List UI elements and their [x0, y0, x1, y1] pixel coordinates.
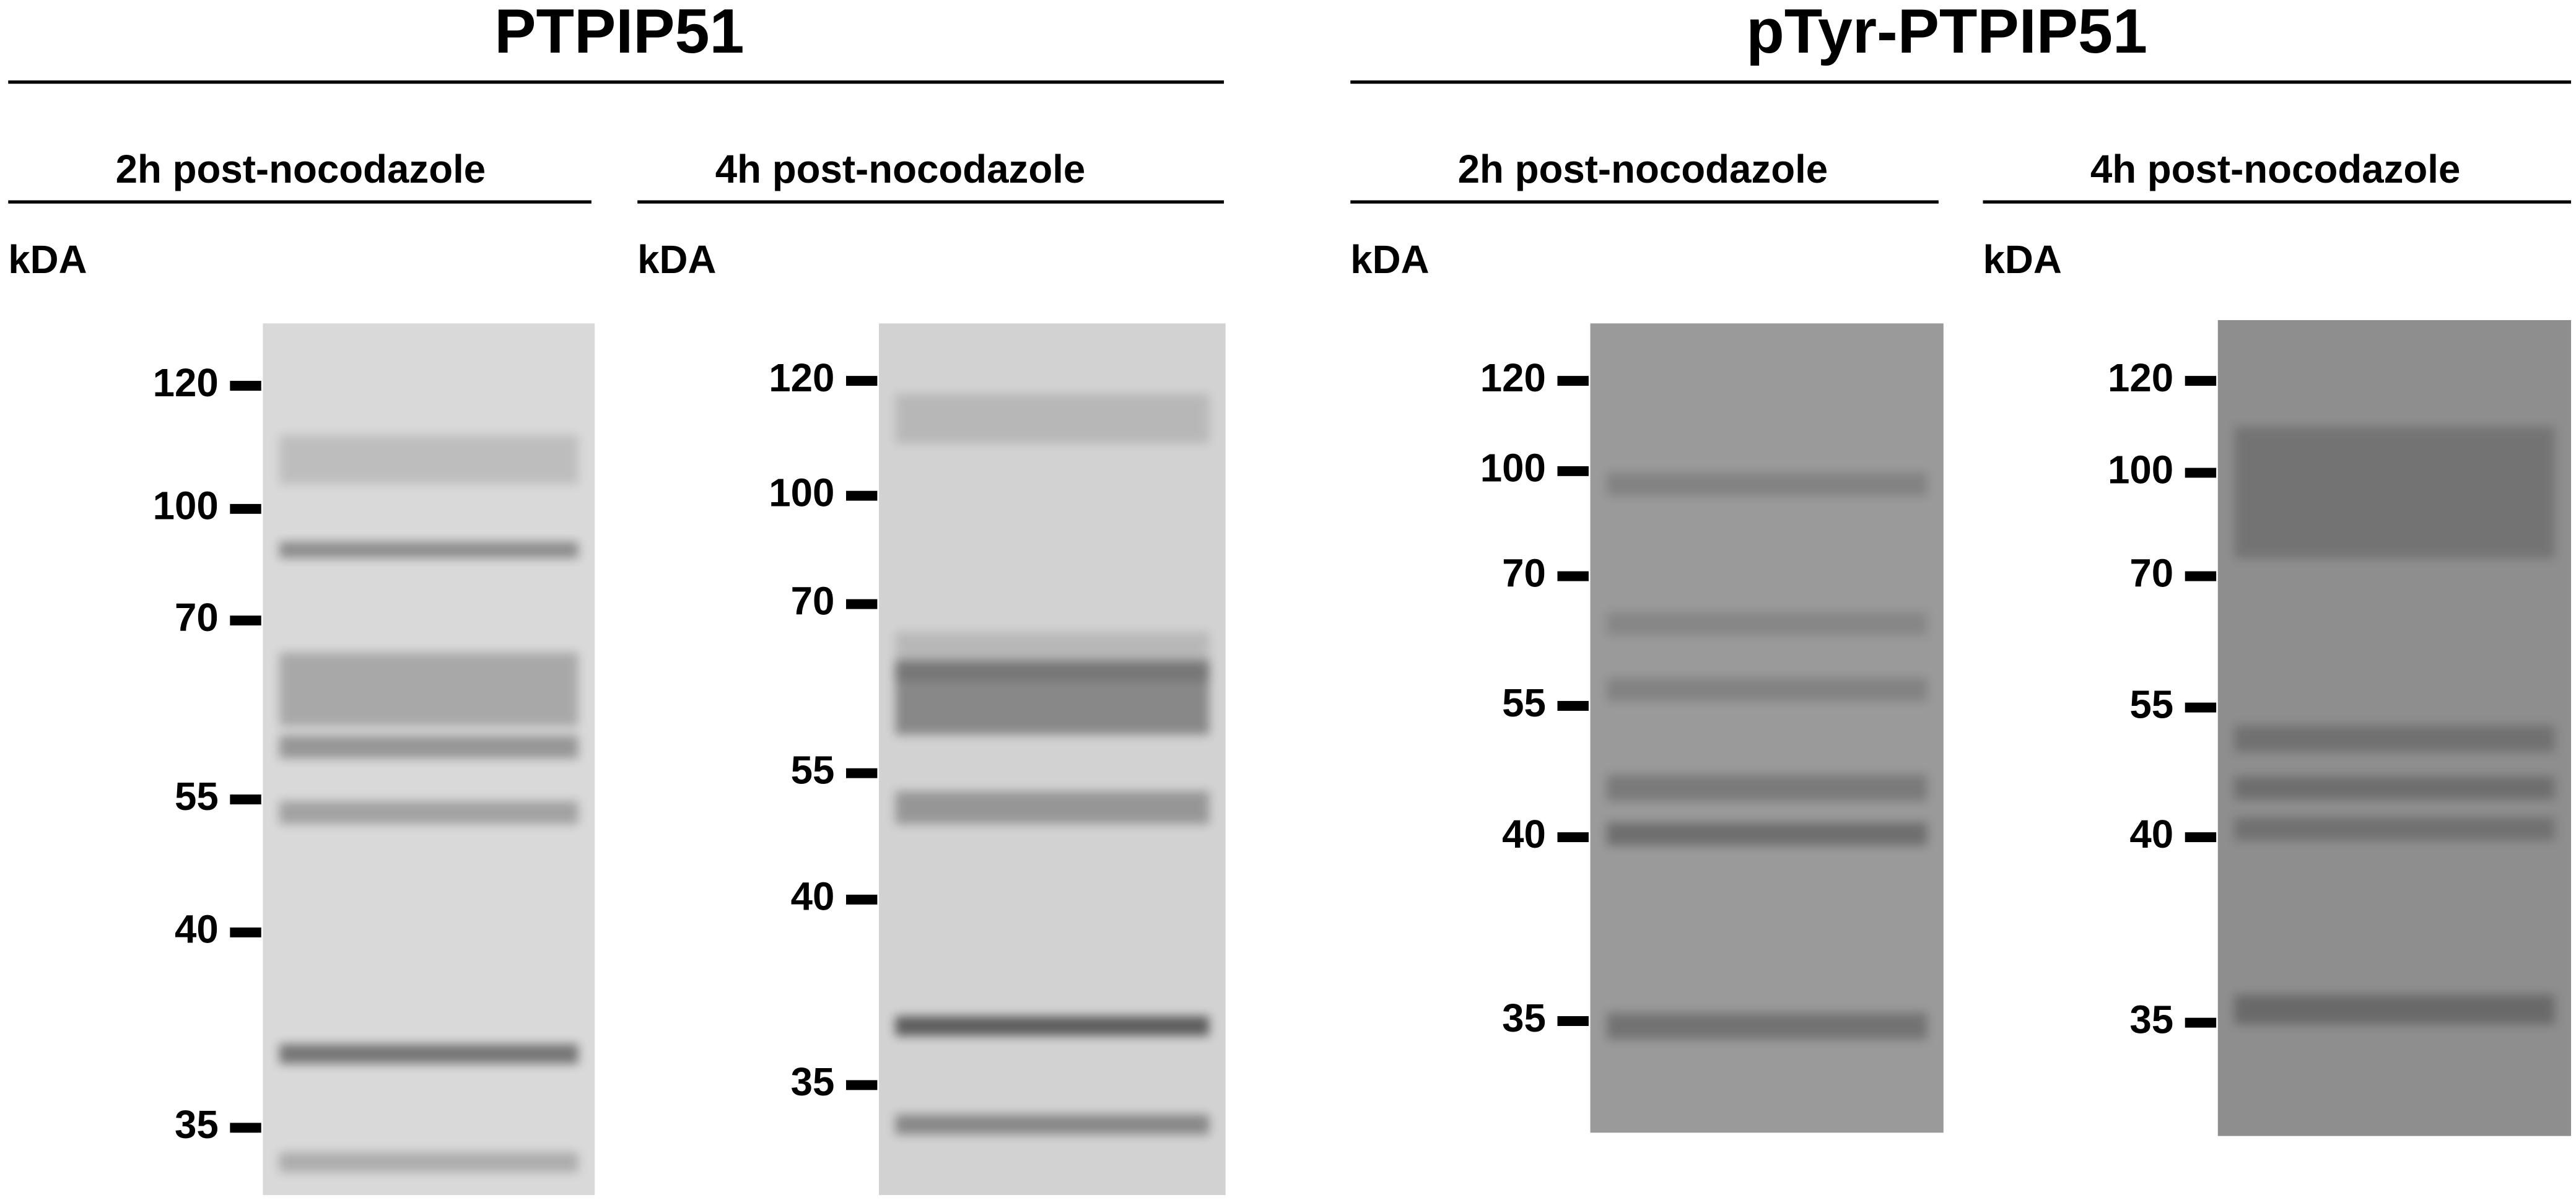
- blot-background: [879, 323, 1226, 1196]
- marker-tick: [845, 894, 878, 905]
- marker-tick: [2185, 702, 2217, 713]
- marker-label: 35: [2129, 998, 2173, 1041]
- marker-tick: [2185, 571, 2217, 581]
- blot-band: [2234, 776, 2555, 800]
- marker-label: 70: [2129, 551, 2173, 595]
- blot-band: [2234, 725, 2555, 752]
- marker-tick: [2185, 467, 2217, 478]
- group-title: pTyr-PTPIP51: [1746, 0, 2147, 66]
- blot-band: [279, 1152, 579, 1172]
- blot-image: [1590, 323, 1944, 1133]
- marker-label: 100: [769, 471, 834, 515]
- blot-band: [2234, 994, 2555, 1025]
- marker-label: 70: [1502, 551, 1546, 595]
- blot-band: [279, 435, 579, 485]
- marker-label: 35: [175, 1103, 219, 1147]
- panel-subtitle: 4h post-nocodazole: [2090, 147, 2461, 191]
- marker-label: 40: [791, 875, 835, 919]
- marker-tick: [845, 599, 878, 609]
- marker-label: 120: [769, 356, 834, 400]
- blot-band: [1607, 472, 1928, 496]
- blot-band: [2234, 427, 2555, 559]
- unit-label: kDA: [8, 238, 87, 282]
- marker-label: 70: [175, 596, 219, 640]
- blot-image: [263, 323, 595, 1196]
- panel-subtitle: 2h post-nocodazole: [116, 147, 486, 191]
- marker-tick: [1557, 1016, 1589, 1026]
- marker-tick: [1557, 466, 1589, 476]
- blot-band: [2234, 817, 2555, 841]
- marker-label: 100: [2108, 448, 2173, 492]
- blot-band: [895, 791, 1210, 824]
- marker-label: 120: [153, 361, 219, 405]
- marker-tick: [230, 927, 261, 937]
- marker-tick: [230, 794, 261, 805]
- marker-tick: [845, 490, 878, 501]
- marker-tick: [230, 381, 261, 391]
- marker-label: 55: [791, 749, 835, 793]
- blot-band: [895, 394, 1210, 443]
- panel-subtitle: 2h post-nocodazole: [1458, 147, 1828, 191]
- marker-tick: [230, 615, 261, 626]
- blot-band: [279, 735, 579, 759]
- marker-label: 120: [2108, 356, 2173, 400]
- blot-image: [879, 323, 1226, 1196]
- unit-label: kDA: [637, 238, 716, 282]
- marker-tick: [845, 376, 878, 386]
- group-title: PTPIP51: [494, 0, 744, 66]
- marker-label: 100: [153, 484, 219, 528]
- blot-band: [1607, 822, 1928, 846]
- marker-tick: [845, 768, 878, 778]
- blot-band: [1607, 775, 1928, 801]
- marker-label: 55: [2129, 682, 2173, 726]
- blot-band: [895, 661, 1210, 735]
- marker-tick: [1557, 701, 1589, 711]
- panel-subtitle: 4h post-nocodazole: [715, 147, 1086, 191]
- marker-label: 35: [1502, 996, 1546, 1040]
- marker-tick: [2185, 376, 2217, 386]
- marker-tick: [1557, 571, 1589, 581]
- marker-label: 40: [1502, 812, 1546, 856]
- marker-label: 35: [791, 1060, 835, 1104]
- blot-band: [1607, 612, 1928, 635]
- blot-image: [2217, 320, 2572, 1136]
- marker-tick: [1557, 832, 1589, 843]
- marker-label: 55: [1502, 681, 1546, 725]
- marker-label: 100: [1480, 446, 1546, 490]
- blot-band: [279, 801, 579, 824]
- marker-tick: [845, 1080, 878, 1090]
- marker-tick: [1557, 376, 1589, 386]
- blot-band: [1607, 1012, 1928, 1040]
- marker-label: 55: [175, 775, 219, 819]
- marker-label: 120: [1480, 356, 1546, 400]
- marker-tick: [230, 1123, 261, 1133]
- blot-band: [895, 1115, 1210, 1134]
- marker-tick: [2185, 1017, 2217, 1028]
- blot-band: [1607, 677, 1928, 702]
- blot-background: [1590, 323, 1944, 1133]
- blot-band: [279, 541, 579, 559]
- blot-band: [895, 1016, 1210, 1036]
- marker-label: 40: [175, 908, 219, 952]
- marker-tick: [230, 503, 261, 514]
- marker-label: 70: [791, 579, 835, 623]
- unit-label: kDA: [1983, 238, 2061, 282]
- blot-band: [279, 1044, 579, 1064]
- marker-label: 40: [2129, 812, 2173, 856]
- unit-label: kDA: [1350, 238, 1429, 282]
- marker-tick: [2185, 832, 2217, 843]
- blot-band: [279, 652, 579, 727]
